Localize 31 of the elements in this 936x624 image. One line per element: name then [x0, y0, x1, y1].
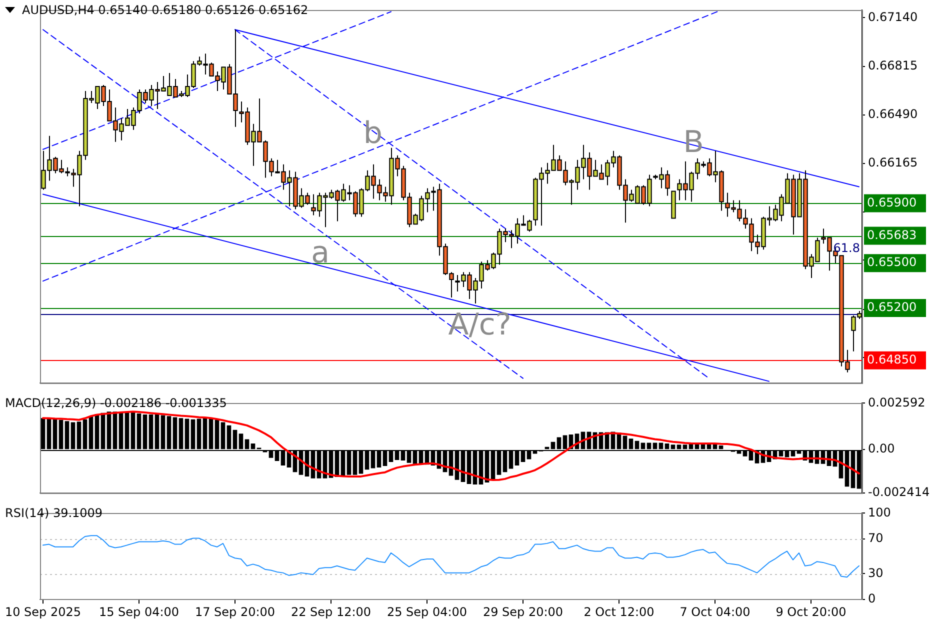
x-tick-label: 17 Sep 20:00	[194, 604, 276, 619]
y-tick-label: 0.66815	[868, 58, 918, 72]
ref-line-label: 0.65900	[867, 195, 917, 210]
y-tick-label: -0.002414	[868, 484, 930, 499]
y-tick-label: 0.00	[868, 442, 895, 456]
y-tick-label: 0.66165	[868, 156, 918, 170]
y-tick-label: 0.002592	[868, 395, 926, 410]
x-tick-label: 15 Sep 04:00	[98, 604, 180, 619]
y-tick-label: 0.67140	[868, 10, 918, 24]
chart-title: RSI(14) 39.1009	[5, 506, 103, 520]
x-tick-label: 7 Oct 04:00	[680, 604, 750, 619]
x-tick-label: 25 Sep 04:00	[386, 604, 468, 619]
ref-line-label: 0.65200	[867, 300, 917, 314]
y-tick-label: 70	[868, 531, 884, 546]
ref-line-label: 0.65683	[867, 228, 917, 242]
y-tick-label: 100	[868, 505, 891, 520]
x-tick-label: 10 Sep 2025	[4, 604, 82, 619]
annotation: A/c?	[448, 307, 512, 342]
x-tick-label: 9 Oct 20:00	[776, 604, 846, 619]
y-tick-label: 30	[868, 566, 884, 580]
ref-line-label: 0.64850	[867, 352, 917, 366]
x-tick-label: 2 Oct 12:00	[584, 604, 654, 619]
y-tick-label: 0	[868, 592, 876, 606]
x-tick-label: 29 Sep 20:00	[482, 604, 564, 619]
ref-line-label: 0.65500	[867, 255, 917, 270]
chart-title: MACD(12,26,9) -0.002186 -0.001335	[5, 396, 227, 410]
y-tick-label: 0.66490	[868, 107, 918, 122]
chart-title: AUDUSD,H4 0.65140 0.65180 0.65126 0.65162	[22, 3, 308, 17]
annotation: a	[311, 235, 330, 270]
annotation: 61.8	[833, 240, 860, 255]
x-tick-label: 22 Sep 12:00	[290, 604, 372, 619]
